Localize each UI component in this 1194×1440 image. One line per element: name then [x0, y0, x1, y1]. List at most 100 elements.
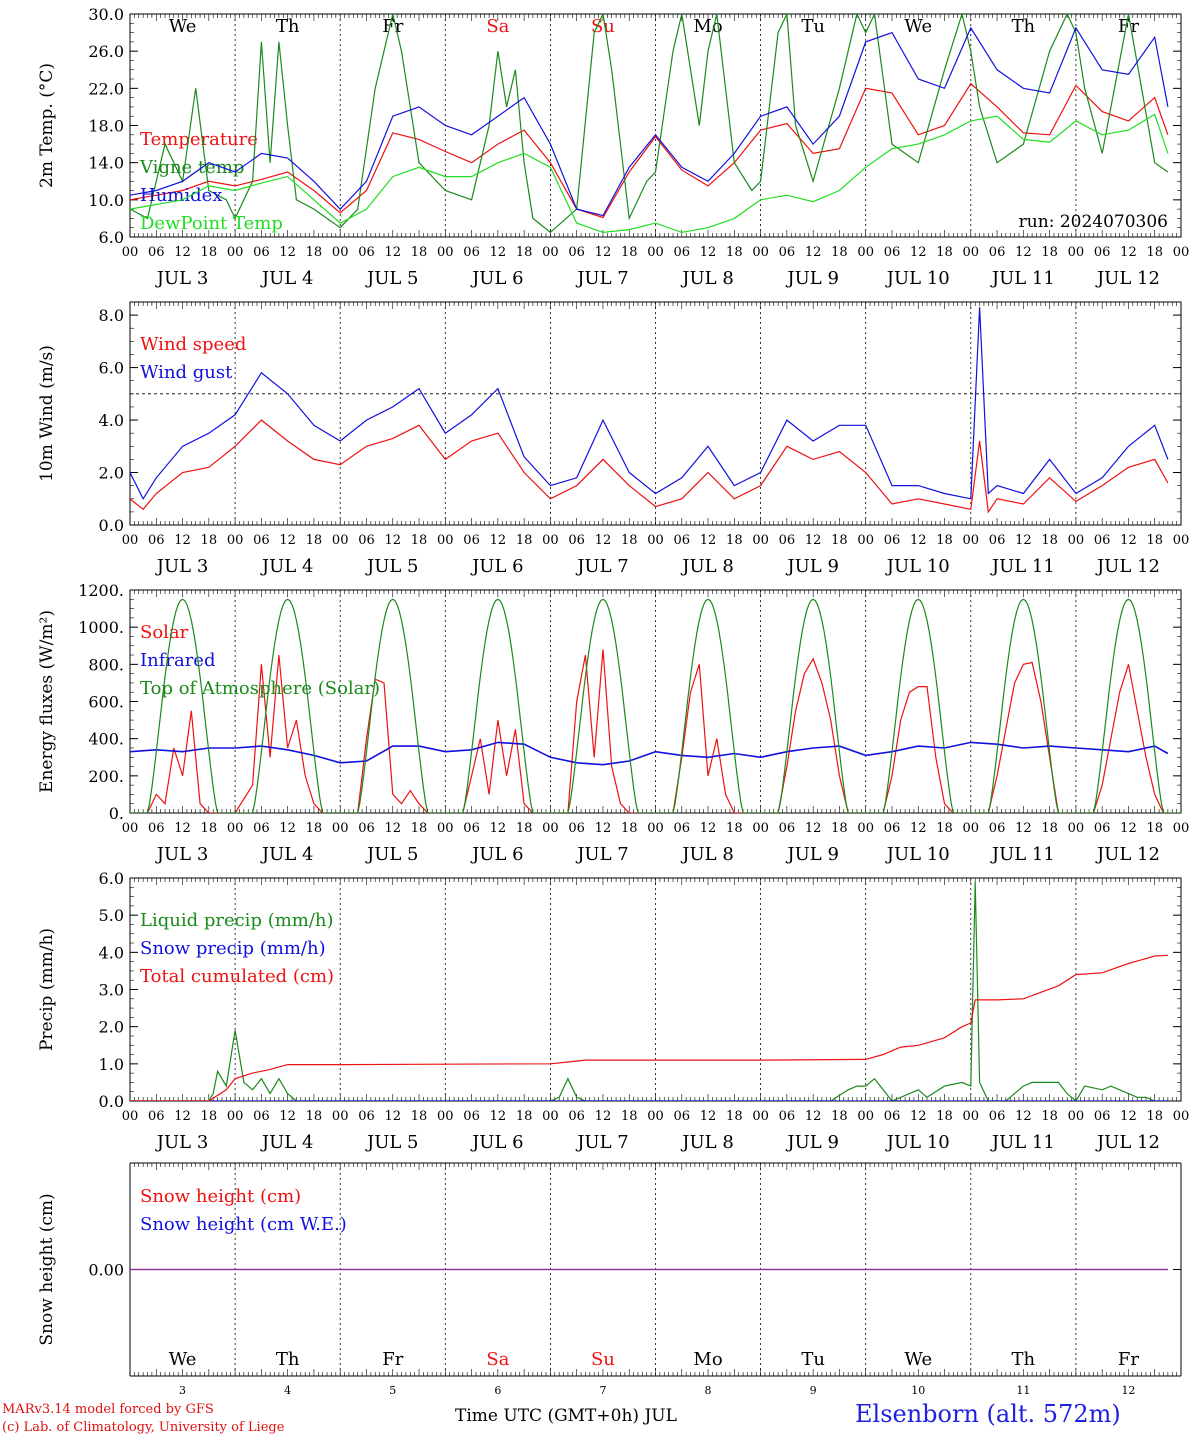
y-axis-label: Snow height (cm)	[37, 1193, 57, 1345]
hour-tick-label: 18	[1146, 245, 1163, 260]
day-name: We	[904, 1349, 932, 1370]
hour-tick-label: 06	[463, 533, 480, 548]
date-label: JUL 9	[785, 1132, 839, 1153]
date-label: JUL 11	[990, 844, 1055, 865]
hour-tick-label: 18	[936, 533, 953, 548]
hour-tick-label: 12	[384, 533, 401, 548]
hour-tick-label: 06	[884, 245, 901, 260]
hour-tick-label: 18	[726, 1109, 743, 1124]
hour-tick-label: 00	[542, 821, 559, 836]
hour-tick-label: 00	[857, 1109, 874, 1124]
hour-tick-label: 00	[963, 245, 980, 260]
hour-tick-label: 00	[647, 1109, 664, 1124]
date-label: JUL 3	[155, 844, 209, 865]
day-name: Fr	[1118, 16, 1139, 37]
hour-tick-label: 12	[910, 533, 927, 548]
day-number: 4	[284, 1384, 291, 1397]
day-name: Fr	[382, 1349, 403, 1370]
hour-tick-label: 12	[700, 1109, 717, 1124]
hour-tick-label: 12	[490, 533, 507, 548]
hour-tick-label: 06	[884, 821, 901, 836]
hour-tick-label: 00	[437, 245, 454, 260]
hour-tick-label: 12	[490, 1109, 507, 1124]
hour-tick-label: 12	[174, 533, 191, 548]
footer-credit-2: (c) Lab. of Climatology, University of L…	[2, 1420, 285, 1435]
hour-tick-label: 00	[1068, 1109, 1085, 1124]
day-number: 9	[810, 1384, 817, 1397]
hour-tick-label: 18	[411, 1109, 428, 1124]
hour-tick-label: 00	[857, 533, 874, 548]
hour-tick-label: 00	[227, 245, 244, 260]
day-number: 10	[911, 1384, 925, 1397]
hour-tick-label: 18	[831, 245, 848, 260]
hour-tick-label: 12	[595, 533, 612, 548]
hour-tick-label: 06	[1094, 1109, 1111, 1124]
hour-tick-label: 06	[989, 821, 1006, 836]
hour-tick-label: 00	[1173, 533, 1190, 548]
day-name: Th	[276, 16, 300, 37]
date-label: JUL 6	[470, 1132, 524, 1153]
legend-entry: Liquid precip (mm/h)	[140, 910, 334, 931]
hour-tick-label: 12	[700, 245, 717, 260]
hour-tick-label: 00	[227, 821, 244, 836]
series-line-infrared	[130, 741, 1169, 766]
hour-tick-label: 12	[174, 821, 191, 836]
day-name: Th	[1012, 1349, 1036, 1370]
date-label: JUL 7	[575, 844, 629, 865]
hour-tick-label: 18	[1041, 1109, 1058, 1124]
y-tick-label: 0.0	[99, 516, 124, 535]
date-label: JUL 4	[260, 556, 314, 577]
hour-tick-label: 18	[201, 821, 218, 836]
hour-tick-label: 06	[358, 533, 375, 548]
hour-tick-label: 06	[674, 245, 691, 260]
day-name: Th	[1012, 16, 1036, 37]
hour-tick-label: 06	[1094, 821, 1111, 836]
hour-tick-label: 18	[1146, 1109, 1163, 1124]
hour-tick-label: 18	[306, 245, 323, 260]
hour-tick-label: 12	[700, 533, 717, 548]
hour-tick-label: 18	[201, 1109, 218, 1124]
series-line-wind-speed	[130, 419, 1169, 514]
hour-tick-label: 06	[463, 245, 480, 260]
hour-tick-label: 06	[568, 533, 585, 548]
series-line-liquid-precip-mm-h-	[130, 881, 1168, 1101]
y-axis-label: 10m Wind (m/s)	[37, 345, 57, 482]
hour-tick-label: 00	[332, 821, 349, 836]
hour-tick-label: 12	[490, 245, 507, 260]
hour-tick-label: 12	[384, 821, 401, 836]
hour-tick-label: 18	[201, 245, 218, 260]
hour-tick-label: 00	[437, 821, 454, 836]
hour-tick-label: 00	[1173, 821, 1190, 836]
hour-tick-label: 00	[752, 245, 769, 260]
hour-tick-label: 00	[332, 1109, 349, 1124]
hour-tick-label: 18	[411, 821, 428, 836]
hour-tick-label: 00	[752, 533, 769, 548]
series-line-top-of-atmosphere-solar-	[130, 598, 1181, 813]
day-number: 8	[705, 1384, 712, 1397]
day-number: 5	[389, 1384, 396, 1397]
hour-tick-label: 12	[279, 1109, 296, 1124]
hour-tick-label: 12	[805, 821, 822, 836]
time-axis-label: Time UTC (GMT+0h) JUL	[455, 1406, 677, 1426]
hour-tick-label: 18	[621, 245, 638, 260]
hour-tick-label: 00	[752, 1109, 769, 1124]
hour-tick-label: 00	[857, 821, 874, 836]
hour-tick-label: 12	[595, 1109, 612, 1124]
date-label: JUL 10	[885, 268, 950, 289]
hour-tick-label: 12	[1015, 533, 1032, 548]
hour-tick-label: 06	[568, 1109, 585, 1124]
series-line-wind-gust	[130, 307, 1169, 501]
run-annotation: run: 2024070306	[1019, 212, 1168, 232]
hour-tick-label: 00	[542, 245, 559, 260]
hour-tick-label: 18	[306, 1109, 323, 1124]
date-label: JUL 10	[885, 556, 950, 577]
hour-tick-label: 06	[148, 245, 165, 260]
hour-tick-label: 06	[674, 1109, 691, 1124]
hour-tick-label: 12	[910, 1109, 927, 1124]
hour-tick-label: 18	[306, 821, 323, 836]
y-tick-label: 3.0	[99, 981, 124, 1000]
hour-tick-label: 00	[227, 533, 244, 548]
y-tick-label: 14.0	[88, 154, 124, 173]
day-name: Su	[591, 1349, 615, 1370]
